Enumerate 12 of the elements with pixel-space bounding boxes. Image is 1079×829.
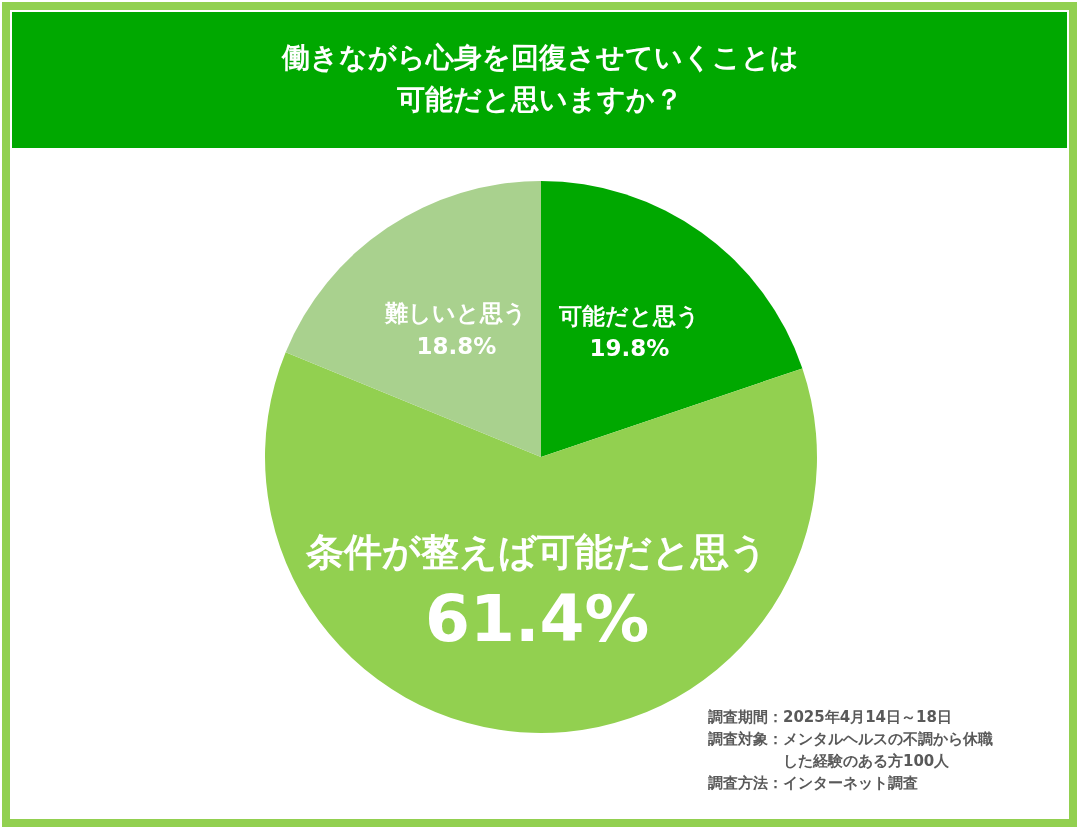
text: 調査方法：インターネット調査 — [708, 774, 918, 792]
data-label: 19.8% — [589, 335, 670, 362]
slice-label: 可能だと思う — [557, 303, 700, 330]
text: 調査期間：2025年4月14日～18日 — [708, 708, 952, 726]
pie-slice — [541, 181, 803, 457]
pie-slice — [285, 181, 541, 457]
slice-label: 難しいと思う — [384, 300, 528, 327]
slice-label: 条件が整えば可能だと思う — [305, 530, 769, 575]
data-label: 18.8% — [416, 332, 497, 359]
chart-title: 働きながら心身を回復させていくことは可能だと思いますか？ — [280, 41, 799, 116]
text: 調査対象：メンタルヘルスの不調から休職した経験のある方100人 — [708, 730, 993, 770]
data-label: 61.4% — [425, 580, 650, 656]
